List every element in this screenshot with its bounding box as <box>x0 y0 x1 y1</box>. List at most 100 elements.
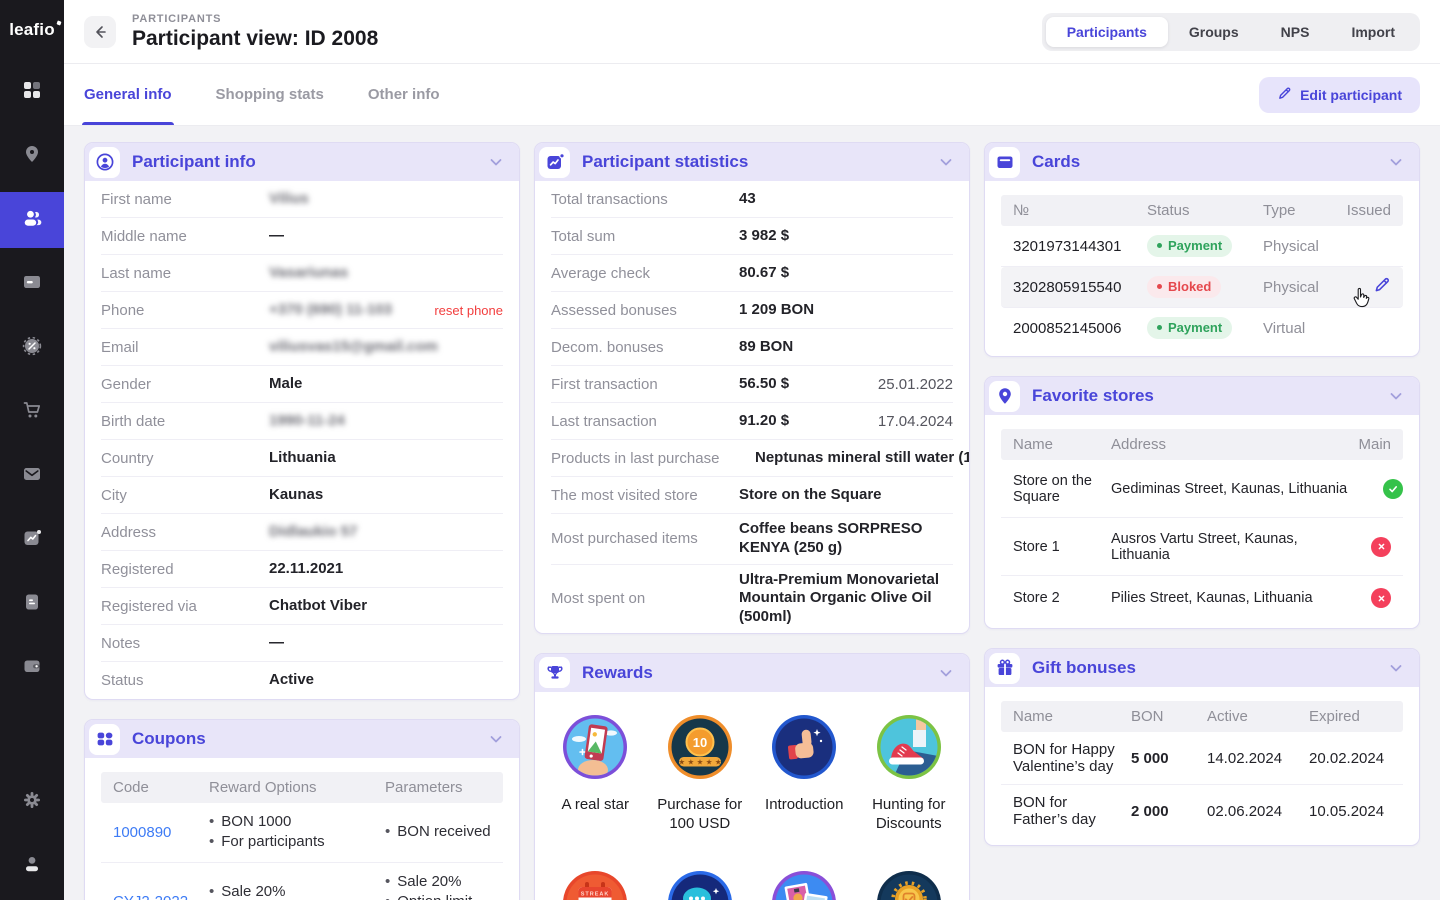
participant-info-header[interactable]: Participant info <box>85 143 519 181</box>
back-button[interactable] <box>84 15 116 48</box>
store-row: Store on the Square Gediminas Street, Ka… <box>1001 460 1404 518</box>
sidebar-item-messages[interactable] <box>0 448 64 504</box>
nav-tab-nps[interactable]: NPS <box>1280 23 1310 40</box>
reward-badge-hunting-discounts[interactable]: Hunting for Discounts <box>858 714 960 834</box>
sidebar-item-discounts[interactable] <box>0 320 64 376</box>
info-row-address: Address Didlaukio 57 <box>101 514 503 551</box>
medal-icon <box>876 870 942 900</box>
reward-badge-a-real-star[interactable]: A real star <box>544 714 646 834</box>
stat-row-average-check: Average check 80.67 $ <box>551 255 953 292</box>
gift-bonus-row: BON for Father’s day 2 000 02.06.2024 10… <box>1013 794 1385 828</box>
nav-tab-import[interactable]: Import <box>1351 23 1395 40</box>
not-main-store-x-icon[interactable] <box>1371 536 1391 557</box>
favorite-stores-header[interactable]: Favorite stores <box>985 377 1419 415</box>
breadcrumb: PARTICIPANTS <box>132 12 222 25</box>
chevron-down-icon[interactable] <box>487 730 505 748</box>
gear-icon <box>22 790 42 815</box>
participant-info-icon <box>89 146 120 178</box>
header-titles: PARTICIPANTS Participant view: ID 2008 <box>132 13 378 51</box>
sidebar-item-settings[interactable] <box>0 774 64 830</box>
tab-general-info[interactable]: General info <box>82 64 174 125</box>
stats-chart-icon <box>22 528 42 553</box>
gift-bonuses-header[interactable]: Gift bonuses <box>985 649 1419 687</box>
shopping-cart-icon <box>22 400 42 425</box>
sidebar-item-cards[interactable] <box>0 256 64 312</box>
sidebar-item-locations[interactable] <box>0 128 64 184</box>
gift-icon <box>989 652 1020 684</box>
tab-bar: General info Shopping stats Other info E… <box>64 64 1440 126</box>
cards-header[interactable]: Cards <box>985 143 1419 181</box>
gift-bonuses-panel: Gift bonuses Name BON Active Expired BON… <box>984 648 1420 846</box>
info-row-notes: Notes — <box>101 625 503 662</box>
reset-phone-link[interactable]: reset phone <box>434 302 503 318</box>
main-store-check-icon[interactable] <box>1383 478 1404 499</box>
cards-title: Cards <box>1032 152 1081 171</box>
statistics-header[interactable]: Participant statistics <box>535 143 969 181</box>
coupon-code-link[interactable]: 1000890 <box>113 823 172 841</box>
tab-other-info[interactable]: Other info <box>367 86 440 103</box>
info-row-phone: Phone +370 (690) 11-103 reset phone <box>101 292 503 329</box>
detail-tabs: General info Shopping stats Other info <box>82 64 440 125</box>
sidebar-item-participants[interactable] <box>0 192 64 248</box>
content-area: Participant info First name Vilius Middle… <box>64 126 1440 900</box>
chevron-down-icon[interactable] <box>937 153 955 171</box>
cards-table: № Status Type Issued 3201973144301 Payme… <box>1001 195 1403 348</box>
page-header: PARTICIPANTS Participant view: ID 2008 P… <box>64 0 1440 64</box>
reward-badge-purchase-100[interactable]: 10 ★ ★ ★ ★ ★ Purchase for 100 USD <box>649 714 751 834</box>
reward-badge-photos[interactable] <box>753 870 855 900</box>
map-pin-icon <box>22 144 42 169</box>
chevron-down-icon[interactable] <box>937 664 955 682</box>
coupons-header[interactable]: Coupons <box>85 720 519 758</box>
cards-table-header: № Status Type Issued <box>1001 195 1403 226</box>
reward-badge-introduction[interactable]: Introduction <box>753 714 855 834</box>
info-row-status: Status Active <box>101 671 315 689</box>
chevron-down-icon[interactable] <box>487 153 505 171</box>
info-row-last-name: Last name Vasariunas <box>101 255 503 292</box>
nav-tab-groups[interactable]: Groups <box>1188 23 1239 40</box>
stat-row-total-sum: Total sum 3 982 $ <box>551 218 953 255</box>
status-badge: Payment <box>1147 317 1233 339</box>
chevron-down-icon[interactable] <box>1387 387 1405 405</box>
sidebar-nav <box>0 64 64 900</box>
gift-bonuses-table: Name BON Active Expired BON for Happy Va… <box>1001 701 1403 837</box>
edit-participant-button[interactable]: Edit participant <box>1259 76 1420 113</box>
document-icon <box>22 592 42 617</box>
sidebar-item-wallet[interactable] <box>0 640 64 696</box>
card-row[interactable]: 2000852145006 Payment Virtual <box>1001 308 1403 348</box>
leafio-logo: leafio <box>9 20 55 39</box>
stat-row-total-transactions: Total transactions 43 <box>551 181 953 218</box>
sidebar-item-purchases[interactable] <box>0 384 64 440</box>
info-row-gender: Gender Male <box>101 366 503 403</box>
rewards-header[interactable]: Rewards <box>535 653 969 692</box>
chevron-down-icon[interactable] <box>1387 659 1405 677</box>
favorite-stores-table: Name Address Main Store on the Square Ge… <box>1001 429 1404 620</box>
sidebar-item-statistics[interactable] <box>0 512 64 568</box>
card-row[interactable]: 3201973144301 Payment Physical <box>1001 226 1403 267</box>
info-row-registered-via: Registered via Chatbot Viber <box>101 588 503 625</box>
nav-tab-participants[interactable]: Participants <box>1045 16 1168 47</box>
chevron-down-icon[interactable] <box>1387 153 1405 171</box>
svg-text:10: 10 <box>693 735 707 750</box>
reward-badge-chat[interactable] <box>649 870 751 900</box>
credit-card-icon <box>989 146 1020 178</box>
statistics-title: Participant statistics <box>582 152 749 171</box>
gift-bonus-row: BON for Happy Valentine’s day 5 000 14.0… <box>1001 732 1403 785</box>
stat-row-decom-bonuses: Decom. bonuses 89 BON <box>551 329 953 366</box>
sidebar-item-profile[interactable] <box>0 838 64 894</box>
reward-badge-medal[interactable] <box>858 870 960 900</box>
statistics-icon <box>539 146 570 178</box>
pencil-icon <box>1277 86 1292 104</box>
tab-shopping-stats[interactable]: Shopping stats <box>215 86 324 103</box>
sidebar-item-dashboard[interactable] <box>0 64 64 120</box>
rewards-grid: A real star 10 ★ ★ ★ ★ ★ Purchase for 100… <box>535 692 969 900</box>
coupon-row: CYJ2-2022 Sale 20% Option limit 10 Sale … <box>101 863 503 900</box>
reward-badge-streak-100[interactable]: STREAK100 <box>544 870 646 900</box>
photos-icon <box>771 870 837 900</box>
coupon-code-link[interactable]: CYJ2-2022 <box>113 893 209 900</box>
gifts-table-header: Name BON Active Expired <box>1001 701 1403 732</box>
edit-card-icon[interactable] <box>1373 276 1391 298</box>
card-row[interactable]: 3202805915540 Bloked Physical <box>1001 267 1403 308</box>
sidebar-item-documents[interactable] <box>0 576 64 632</box>
column-right: Cards № Status Type Issued 3201973144301… <box>984 142 1420 846</box>
not-main-store-x-icon[interactable] <box>1371 588 1391 608</box>
